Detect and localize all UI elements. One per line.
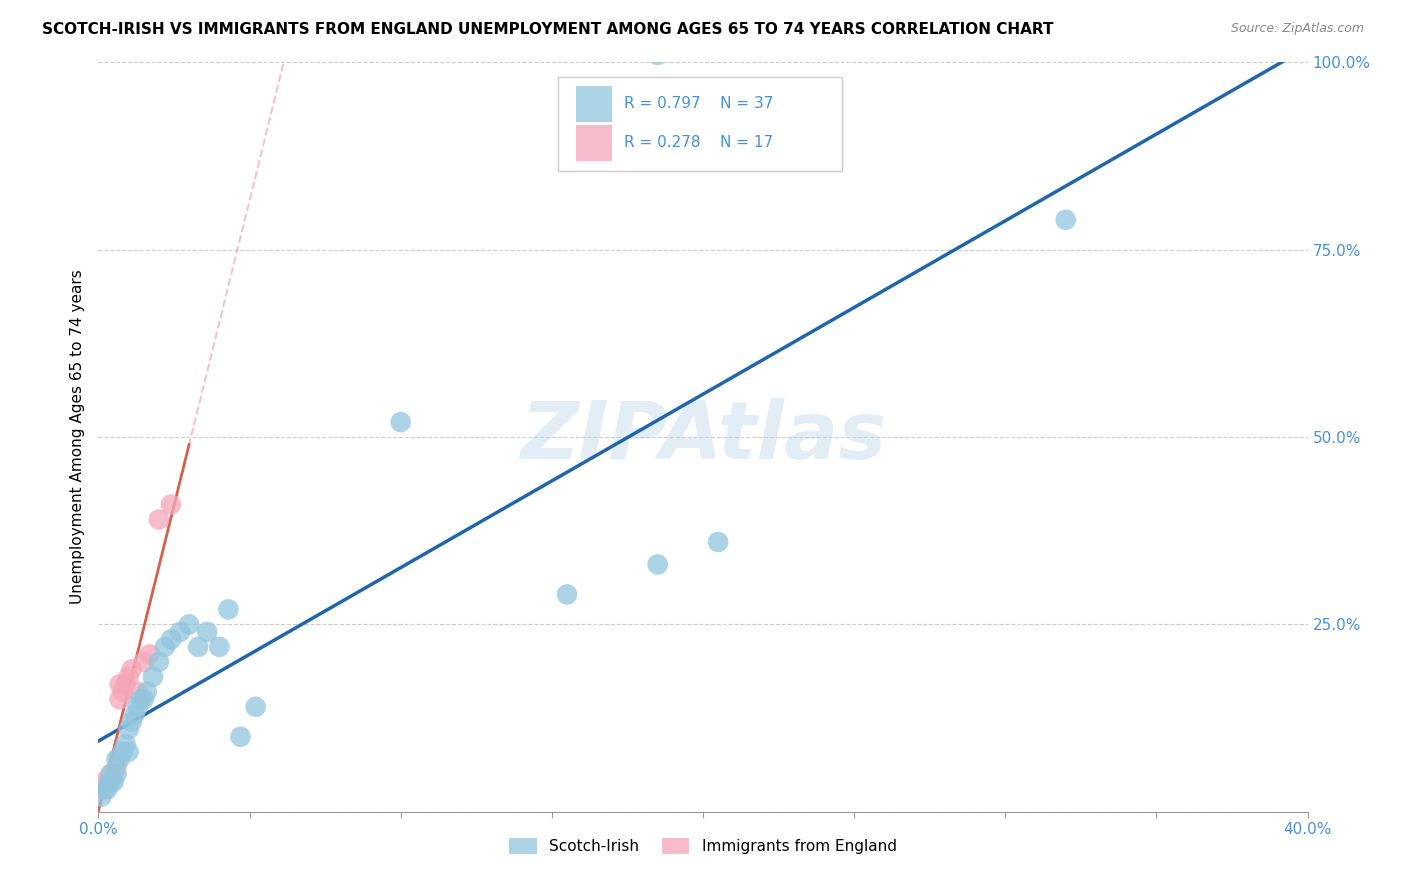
- Point: [245, 699, 267, 714]
- Point: [108, 752, 131, 766]
- Text: SCOTCH-IRISH VS IMMIGRANTS FROM ENGLAND UNEMPLOYMENT AMONG AGES 65 TO 74 YEARS C: SCOTCH-IRISH VS IMMIGRANTS FROM ENGLAND …: [42, 22, 1053, 37]
- Bar: [576, 86, 613, 121]
- Point: [129, 692, 152, 706]
- Point: [707, 535, 730, 549]
- Point: [132, 655, 155, 669]
- Point: [90, 789, 112, 804]
- Point: [100, 767, 122, 781]
- Point: [114, 677, 136, 691]
- FancyBboxPatch shape: [558, 78, 842, 171]
- Point: [121, 714, 143, 729]
- Point: [179, 617, 201, 632]
- Point: [389, 415, 412, 429]
- Point: [647, 48, 669, 62]
- Point: [100, 774, 122, 789]
- Point: [135, 685, 157, 699]
- Point: [195, 624, 218, 639]
- Point: [108, 677, 131, 691]
- Point: [118, 723, 141, 737]
- Point: [127, 699, 149, 714]
- Text: ZIPAtlas: ZIPAtlas: [520, 398, 886, 476]
- Point: [148, 655, 170, 669]
- Text: Source: ZipAtlas.com: Source: ZipAtlas.com: [1230, 22, 1364, 36]
- Point: [111, 685, 134, 699]
- Point: [217, 602, 239, 616]
- Point: [148, 512, 170, 526]
- Point: [160, 632, 183, 647]
- Point: [103, 767, 125, 781]
- Legend: Scotch-Irish, Immigrants from England: Scotch-Irish, Immigrants from England: [503, 832, 903, 860]
- Point: [118, 745, 141, 759]
- Point: [121, 662, 143, 676]
- Point: [103, 774, 125, 789]
- Point: [96, 774, 118, 789]
- Point: [114, 737, 136, 751]
- Point: [108, 692, 131, 706]
- Point: [111, 745, 134, 759]
- Point: [100, 767, 122, 781]
- Bar: [576, 125, 613, 161]
- Point: [142, 670, 165, 684]
- Point: [1054, 212, 1077, 227]
- Text: R = 0.278    N = 17: R = 0.278 N = 17: [624, 135, 773, 150]
- Y-axis label: Unemployment Among Ages 65 to 74 years: Unemployment Among Ages 65 to 74 years: [69, 269, 84, 605]
- Point: [160, 498, 183, 512]
- Point: [105, 752, 128, 766]
- Point: [647, 558, 669, 572]
- Point: [139, 648, 162, 662]
- Point: [187, 640, 209, 654]
- Point: [153, 640, 176, 654]
- Point: [105, 760, 128, 774]
- Point: [229, 730, 252, 744]
- Point: [93, 782, 115, 797]
- Point: [169, 624, 191, 639]
- Point: [124, 707, 146, 722]
- Text: R = 0.797    N = 37: R = 0.797 N = 37: [624, 96, 773, 112]
- Point: [96, 782, 118, 797]
- Point: [132, 692, 155, 706]
- Point: [555, 587, 578, 601]
- Point: [127, 685, 149, 699]
- Point: [90, 782, 112, 797]
- Point: [208, 640, 231, 654]
- Point: [105, 767, 128, 781]
- Point: [118, 670, 141, 684]
- Point: [93, 774, 115, 789]
